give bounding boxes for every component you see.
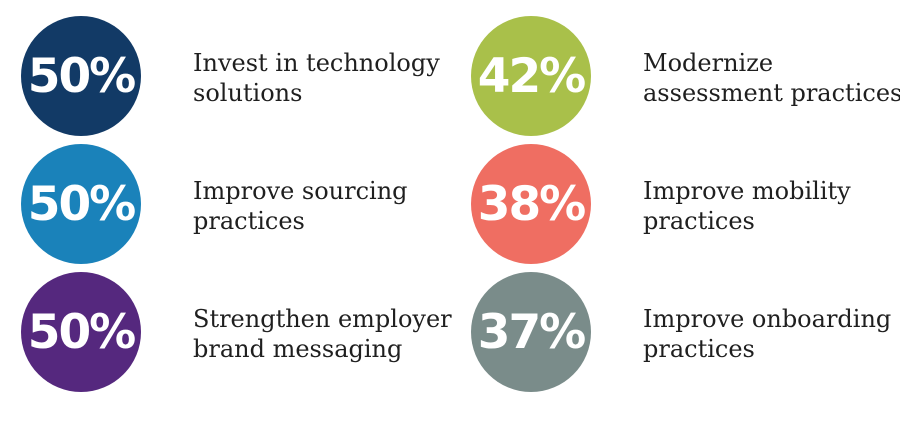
stat-percent: 50% (27, 304, 136, 360)
stat-circle: 50% (21, 272, 141, 392)
stat-circle: 50% (21, 16, 141, 136)
stat-label: Improve mobility practices (643, 177, 851, 235)
stat-circle: 37% (471, 272, 591, 392)
stat-circle: 42% (471, 16, 591, 136)
stat-label: Invest in technology solutions (193, 49, 440, 107)
stat-percent: 38% (477, 176, 586, 232)
stat-label: Strengthen employer brand messaging (193, 305, 452, 363)
stat-label: Modernize assessment practices (643, 49, 900, 107)
stat-circle: 38% (471, 144, 591, 264)
stat-percent: 42% (477, 48, 586, 104)
stat-percent: 50% (27, 176, 136, 232)
stat-percent: 37% (477, 304, 586, 360)
stat-percent: 50% (27, 48, 136, 104)
stat-label: Improve sourcing practices (193, 177, 408, 235)
stat-label: Improve onboarding practices (643, 305, 892, 363)
stat-circle: 50% (21, 144, 141, 264)
